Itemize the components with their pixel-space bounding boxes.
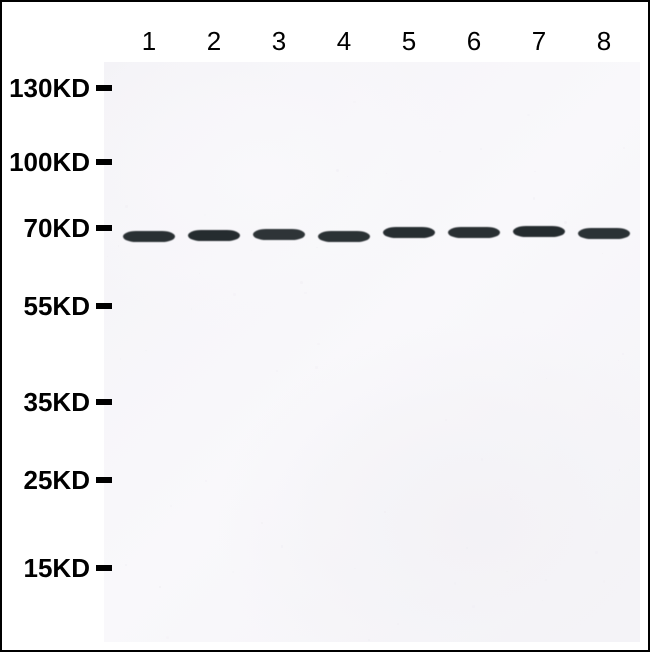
band-lane-4 (318, 231, 370, 242)
band-lane-3 (253, 229, 305, 240)
blot-membrane (104, 62, 640, 642)
membrane-noise-speck (384, 511, 385, 512)
mw-tick-100KD (96, 159, 112, 165)
membrane-noise-speck (368, 639, 370, 641)
mw-label-100KD: 100KD (9, 147, 90, 178)
mw-tick-55KD (96, 303, 112, 309)
membrane-noise-speck (315, 366, 318, 369)
membrane-noise-speck (317, 343, 319, 345)
mw-label-70KD: 70KD (24, 213, 90, 244)
membrane-noise-speck (300, 281, 303, 284)
band-lane-7 (513, 226, 565, 237)
western-blot-figure: 1 2 3 4 5 6 7 8 130KD 100KD 70KD 55KD 35KD 25KD 15KD (0, 0, 650, 652)
mw-label-15KD: 15KD (24, 553, 90, 584)
membrane-noise-speck (618, 360, 619, 361)
lane-label-3: 3 (264, 26, 294, 57)
band-lane-1 (123, 231, 175, 242)
lane-label-2: 2 (199, 26, 229, 57)
mw-tick-130KD (96, 85, 112, 91)
membrane-noise-speck (534, 171, 535, 172)
membrane-noise-speck (623, 147, 625, 149)
mw-label-35KD: 35KD (24, 387, 90, 418)
membrane-noise-speck (622, 353, 624, 355)
membrane-noise-speck (472, 605, 475, 608)
band-lane-2 (188, 230, 240, 241)
membrane-noise-speck (510, 498, 512, 500)
mw-tick-25KD (96, 477, 112, 483)
lane-label-4: 4 (329, 26, 359, 57)
membrane-noise-speck (276, 370, 278, 372)
membrane-noise-speck (120, 358, 121, 359)
mw-tick-35KD (96, 399, 112, 405)
membrane-noise-speck (233, 293, 236, 296)
mw-tick-70KD (96, 225, 112, 231)
mw-label-25KD: 25KD (24, 465, 90, 496)
lane-label-8: 8 (589, 26, 619, 57)
membrane-noise-speck (125, 205, 127, 207)
mw-label-55KD: 55KD (24, 291, 90, 322)
lane-label-1: 1 (134, 26, 164, 57)
lane-label-6: 6 (459, 26, 489, 57)
membrane-noise-speck (439, 151, 440, 152)
membrane-noise-speck (481, 458, 483, 460)
membrane-noise-speck (603, 580, 606, 583)
band-lane-8 (578, 228, 630, 239)
membrane-noise-speck (125, 564, 127, 566)
membrane-noise-speck (159, 586, 160, 587)
band-lane-6 (448, 227, 500, 238)
membrane-noise-speck (599, 519, 600, 520)
lane-label-7: 7 (524, 26, 554, 57)
membrane-noise-speck (466, 547, 468, 549)
mw-tick-15KD (96, 565, 112, 571)
mw-label-130KD: 130KD (9, 73, 90, 104)
membrane-noise-speck (545, 579, 546, 580)
band-lane-5 (383, 227, 435, 238)
membrane-noise-speck (564, 221, 567, 224)
lane-label-5: 5 (394, 26, 424, 57)
